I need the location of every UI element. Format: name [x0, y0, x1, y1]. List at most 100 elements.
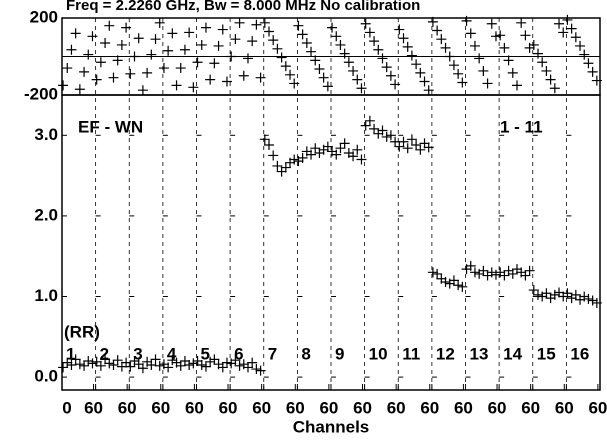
marker — [280, 61, 291, 72]
marker — [192, 57, 203, 68]
baseline-label: EF - WN — [78, 117, 143, 136]
marker — [150, 34, 161, 45]
marker — [184, 360, 195, 371]
marker — [154, 360, 165, 371]
marker — [369, 123, 380, 134]
marker — [566, 23, 577, 34]
x-tick-label: 0 — [62, 398, 71, 417]
marker — [528, 39, 539, 50]
x-tick-label: 60 — [319, 398, 338, 417]
marker — [478, 265, 489, 276]
marker — [373, 44, 384, 55]
marker — [247, 36, 258, 47]
marker — [415, 144, 426, 155]
marker — [385, 70, 396, 81]
marker — [583, 58, 594, 69]
marker — [209, 58, 220, 69]
marker — [499, 270, 510, 281]
y-tick-label: 0.0 — [34, 367, 58, 386]
marker — [327, 22, 338, 33]
marker — [158, 63, 169, 74]
marker — [348, 151, 359, 162]
if-label: 7 — [268, 344, 277, 363]
marker — [276, 52, 287, 63]
marker — [154, 17, 165, 28]
marker — [339, 48, 350, 59]
marker — [440, 276, 451, 287]
marker — [104, 358, 115, 369]
marker — [62, 63, 73, 74]
if-label: 13 — [470, 344, 489, 363]
marker — [591, 75, 602, 86]
marker — [390, 136, 401, 147]
marker — [95, 57, 106, 68]
marker — [116, 39, 127, 50]
marker — [465, 28, 476, 39]
marker — [524, 265, 535, 276]
marker — [74, 84, 85, 95]
marker — [457, 77, 468, 88]
marker — [520, 270, 531, 281]
marker — [331, 149, 342, 160]
marker — [545, 74, 556, 85]
marker — [242, 53, 253, 64]
marker — [587, 295, 598, 306]
y-tick-label: 200 — [30, 7, 58, 26]
marker — [79, 360, 90, 371]
marker — [335, 143, 346, 154]
marker — [448, 60, 459, 71]
marker — [339, 138, 350, 149]
marker — [213, 40, 224, 51]
marker — [306, 149, 317, 160]
marker — [457, 281, 468, 292]
marker — [348, 65, 359, 76]
marker — [461, 15, 472, 26]
marker — [188, 82, 199, 93]
marker — [554, 287, 565, 298]
y-tick-label: 2.0 — [34, 205, 58, 224]
marker — [70, 354, 81, 365]
marker — [419, 138, 430, 149]
marker — [516, 17, 527, 28]
marker — [112, 355, 123, 366]
marker — [402, 41, 413, 52]
marker — [369, 36, 380, 47]
marker — [112, 55, 123, 66]
x-tick-label: 60 — [454, 398, 473, 417]
x-tick-label: 60 — [353, 398, 372, 417]
if-label: 12 — [436, 344, 455, 363]
x-tick-label: 60 — [252, 398, 271, 417]
marker — [306, 46, 317, 57]
marker — [507, 268, 518, 279]
marker — [490, 31, 501, 42]
marker — [356, 154, 367, 165]
marker — [343, 57, 354, 68]
marker — [499, 42, 510, 53]
marker — [406, 50, 417, 61]
marker — [469, 267, 480, 278]
marker — [549, 289, 560, 300]
marker — [579, 49, 590, 60]
marker — [209, 354, 220, 365]
marker — [478, 65, 489, 76]
marker — [133, 359, 144, 370]
marker — [490, 269, 501, 280]
marker — [423, 142, 434, 153]
marker — [541, 65, 552, 76]
marker — [74, 359, 85, 370]
marker — [221, 357, 232, 368]
if-label: 1 — [66, 344, 75, 363]
marker — [486, 18, 497, 29]
marker — [79, 66, 90, 77]
marker — [87, 31, 98, 42]
marker — [360, 18, 371, 29]
marker — [549, 83, 560, 94]
marker — [495, 30, 506, 41]
marker — [533, 48, 544, 59]
marker — [192, 355, 203, 366]
marker — [453, 280, 464, 291]
x-tick-label: 60 — [84, 398, 103, 417]
marker — [217, 362, 228, 373]
marker — [146, 360, 157, 371]
